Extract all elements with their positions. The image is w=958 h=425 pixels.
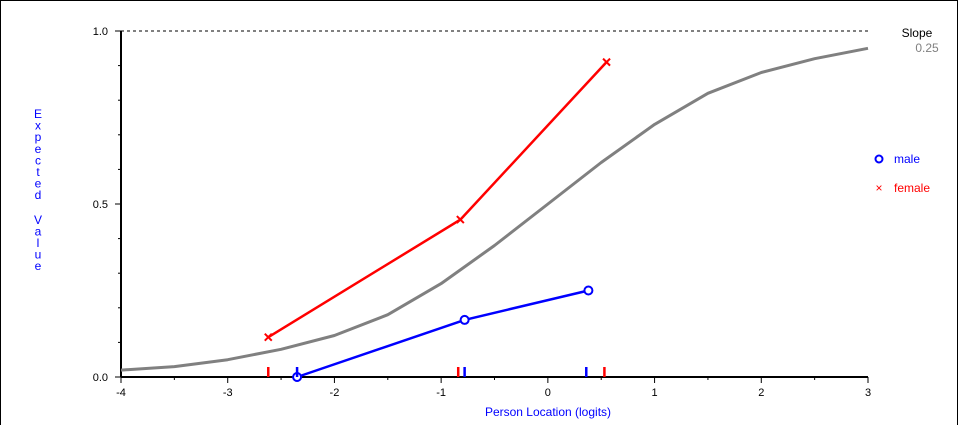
- y-tick-label: 0.0: [93, 372, 108, 384]
- x-tick-label: 1: [652, 387, 658, 399]
- y-axis-title-char: l: [37, 236, 40, 250]
- female-point: [264, 333, 273, 342]
- axes: 0.0 0.5 1.0 -4 -3 -2 -1 0 1 2 3: [93, 26, 871, 399]
- x-tick-label: 0: [545, 387, 551, 399]
- y-axis-title-char: p: [35, 130, 42, 144]
- female-point: [602, 57, 611, 67]
- x-tick-label: -2: [330, 387, 340, 399]
- y-axis-title-char: a: [35, 224, 42, 238]
- legend-marker-female: ×: [875, 181, 882, 195]
- y-axis-title-char: u: [35, 248, 42, 262]
- y-axis-title-char: d: [35, 188, 42, 202]
- y-axis-title-char: e: [35, 177, 42, 191]
- rug-layer: [267, 367, 606, 377]
- y-tick-label: 0.5: [93, 199, 108, 211]
- y-axis-title-char: E: [34, 107, 42, 121]
- legend-marker-male: [874, 154, 884, 164]
- slope-label: Slope: [902, 26, 933, 40]
- y-axis-title-char: e: [35, 142, 42, 156]
- legend-label-female: female: [894, 181, 930, 195]
- series-layer: [264, 57, 611, 382]
- x-tick-label: -4: [116, 387, 126, 399]
- y-axis-title-char: V: [34, 213, 42, 227]
- legend: male × female: [874, 152, 930, 195]
- y-axis-title-char: c: [35, 153, 41, 167]
- x-axis-title: Person Location (logits): [485, 405, 611, 419]
- male-point: [459, 314, 470, 325]
- x-tick-label: -3: [223, 387, 233, 399]
- x-tick-label: 3: [865, 387, 871, 399]
- x-tick-label: 2: [758, 387, 764, 399]
- expected-curve-layer: [120, 46, 869, 372]
- y-axis-title-char: t: [36, 165, 40, 179]
- y-axis-title-char: e: [35, 259, 42, 273]
- expected-value-curve: [120, 46, 869, 372]
- male-point: [583, 285, 594, 296]
- slope-value: 0.25: [915, 41, 939, 55]
- x-tick-label: -1: [436, 387, 446, 399]
- y-axis-title-char: x: [35, 119, 41, 133]
- legend-label-male: male: [894, 152, 920, 166]
- y-tick-label: 1.0: [93, 26, 108, 38]
- female-point: [456, 215, 465, 224]
